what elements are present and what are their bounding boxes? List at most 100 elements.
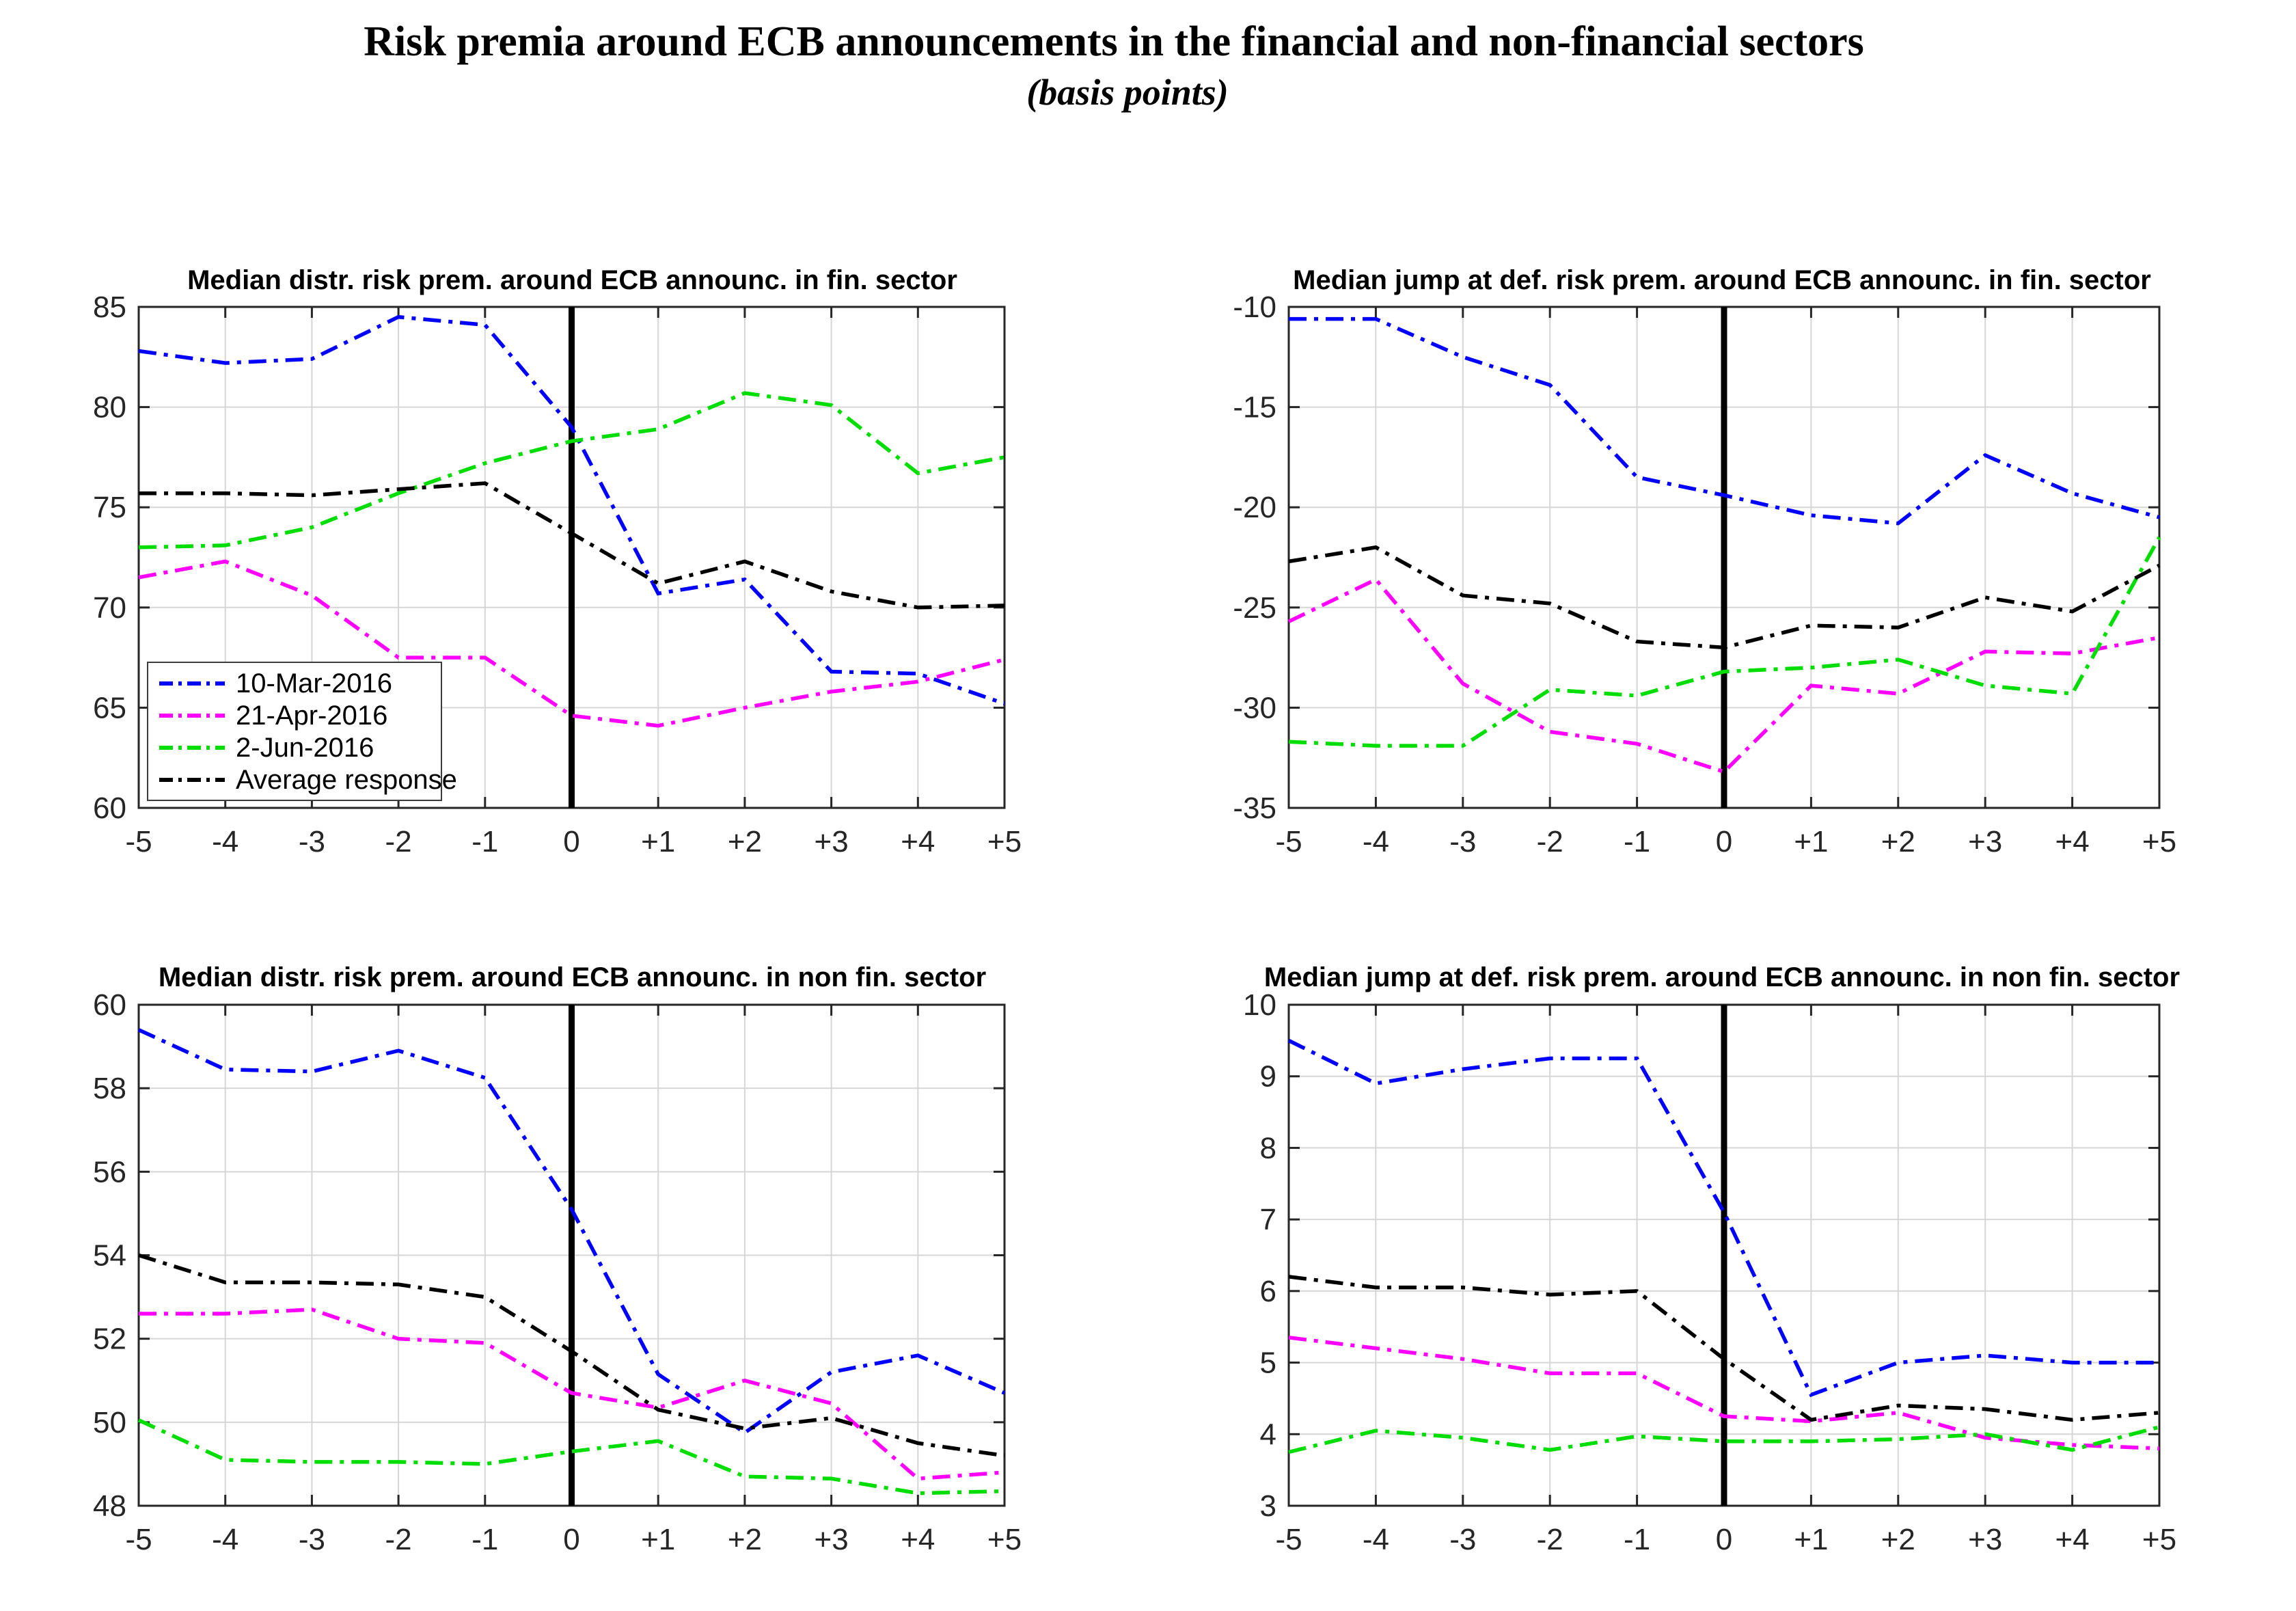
x-tick-label: 0: [563, 1523, 579, 1556]
x-tick-label: +3: [1968, 1523, 2002, 1556]
x-tick-label: +4: [901, 1523, 935, 1556]
y-tick-label: 52: [93, 1323, 126, 1356]
y-tick-label: 70: [93, 591, 126, 625]
x-tick-label: -4: [1363, 1523, 1389, 1556]
x-tick-label: -2: [385, 825, 412, 858]
panel-title-fin-jump: Median jump at def. risk prem. around EC…: [1293, 265, 2151, 295]
x-tick-label: -1: [472, 825, 498, 858]
x-tick-label: +5: [987, 825, 1022, 858]
series-10-Mar-2016: [137, 1028, 1006, 1435]
series-2-Jun-2016: [138, 391, 1005, 550]
x-tick-label: +1: [1794, 1523, 1828, 1556]
panel-title-nonfin-jump: Median jump at def. risk prem. around EC…: [1263, 962, 2181, 992]
panel-3: -5 -4 -3 -2 -1 0 +1 +2 +3 +4 +5 3 4 5 6 7 8 9 10: [1243, 988, 2176, 1556]
series-Average response: [139, 481, 1005, 610]
x-tick-label: +1: [641, 1523, 675, 1556]
panel-title-nonfin-distr: Median distr. risk prem. around ECB anno…: [158, 962, 987, 992]
x-tick-label: 0: [1716, 1523, 1732, 1556]
x-tick-label: +4: [901, 825, 935, 858]
y-tick-label: 80: [93, 391, 126, 424]
legend-line-blue: [159, 681, 225, 686]
x-tick-label: +5: [2142, 1523, 2176, 1556]
x-tick-label: +2: [728, 825, 762, 858]
x-tick-label: -4: [1363, 825, 1389, 858]
x-tick-label: -3: [299, 1523, 325, 1556]
legend-item: 2-Jun-2016: [159, 733, 441, 763]
legend-label: Average response: [236, 764, 457, 795]
y-tick-label: 48: [93, 1489, 126, 1523]
x-tick-label: +3: [815, 1523, 849, 1556]
x-tick-label: +2: [1881, 825, 1915, 858]
x-tick-label: -5: [1275, 1523, 1302, 1556]
figure-subtitle: (basis points): [1026, 72, 1229, 113]
y-tick-label: 10: [1243, 988, 1276, 1022]
y-tick-label: -10: [1233, 290, 1276, 324]
x-tick-label: -2: [1537, 825, 1563, 858]
panel-2: -5 -4 -3 -2 -1 0 +1 +2 +3 +4 +5 48 50 52 54 56 58 60: [93, 988, 1022, 1556]
legend-line-magenta: [159, 713, 225, 718]
x-tick-label: +1: [641, 825, 675, 858]
y-tick-label: 60: [93, 791, 126, 825]
series-21-Apr-2016: [1288, 1336, 2160, 1450]
y-tick-label: 3: [1260, 1489, 1276, 1523]
x-tick-label: -1: [1624, 1523, 1650, 1556]
y-tick-label: 75: [93, 491, 126, 524]
y-tick-label: -35: [1233, 791, 1276, 825]
legend-item: 10-Mar-2016: [159, 668, 441, 699]
legend-label: 2-Jun-2016: [236, 732, 374, 763]
series-21-Apr-2016: [1287, 577, 2160, 774]
legend-label: 10-Mar-2016: [236, 668, 393, 699]
y-tick-label: 60: [93, 988, 126, 1022]
x-tick-label: -4: [212, 825, 238, 858]
x-tick-label: +4: [2055, 825, 2090, 858]
legend-line-green: [159, 745, 225, 750]
series-Average response: [1288, 545, 2161, 650]
series-2-Jun-2016: [1288, 1425, 2160, 1454]
panel-1: -5 -4 -3 -2 -1 0 +1 +2 +3 +4 +5-35-30-25-20-15-10: [1233, 290, 2176, 858]
y-tick-label: 85: [93, 290, 126, 324]
x-tick-label: -5: [1275, 825, 1302, 858]
y-tick-label: -20: [1233, 491, 1276, 524]
x-tick-label: -3: [1449, 825, 1476, 858]
x-tick-label: -4: [212, 1523, 238, 1556]
x-tick-label: +5: [987, 1523, 1022, 1556]
x-tick-label: -2: [385, 1523, 412, 1556]
y-tick-label: 6: [1260, 1275, 1276, 1308]
figure-title: Risk premia around ECB announcements in …: [364, 18, 1864, 65]
y-tick-label: 65: [93, 691, 126, 725]
x-tick-label: -1: [1624, 825, 1650, 858]
series-2-Jun-2016: [1288, 536, 2161, 748]
series-10-Mar-2016: [138, 314, 1005, 706]
y-tick-label: 56: [93, 1155, 126, 1189]
series-21-Apr-2016: [139, 1308, 1005, 1481]
series-Average response: [138, 1253, 1005, 1458]
x-tick-label: -5: [125, 1523, 152, 1556]
series-10-Mar-2016: [1287, 1038, 2159, 1398]
x-tick-label: +3: [815, 825, 849, 858]
x-tick-label: 0: [1716, 825, 1732, 858]
x-tick-label: +2: [1881, 1523, 1915, 1556]
legend-item: 21-Apr-2016: [159, 701, 441, 731]
y-tick-label: 4: [1260, 1418, 1276, 1451]
x-tick-label: -2: [1537, 1523, 1563, 1556]
x-tick-label: -3: [299, 825, 325, 858]
y-tick-label: 7: [1260, 1203, 1276, 1236]
x-tick-label: +4: [2055, 1523, 2090, 1556]
x-tick-label: +3: [1968, 825, 2002, 858]
legend-line-black: [159, 777, 225, 782]
panel-0: -5 -4 -3 -2 -1 0 +1 +2 +3 +4 +5 60 65 70 75 80 85: [93, 290, 1022, 858]
y-tick-label: 8: [1260, 1131, 1276, 1165]
x-tick-label: -5: [125, 825, 152, 858]
y-tick-label: 5: [1260, 1346, 1276, 1380]
series-21-Apr-2016: [138, 559, 1005, 728]
x-tick-label: +2: [728, 1523, 762, 1556]
y-tick-label: -15: [1233, 391, 1276, 424]
y-tick-label: -25: [1233, 591, 1276, 625]
x-tick-label: 0: [563, 825, 579, 858]
legend-box: 10-Mar-2016 21-Apr-2016 2-Jun-2016 Avera…: [147, 662, 457, 801]
y-tick-label: 9: [1260, 1060, 1276, 1094]
legend-item: Average response: [159, 765, 457, 795]
y-tick-label: 50: [93, 1406, 126, 1439]
panel-title-fin-distr: Median distr. risk prem. around ECB anno…: [187, 265, 957, 295]
